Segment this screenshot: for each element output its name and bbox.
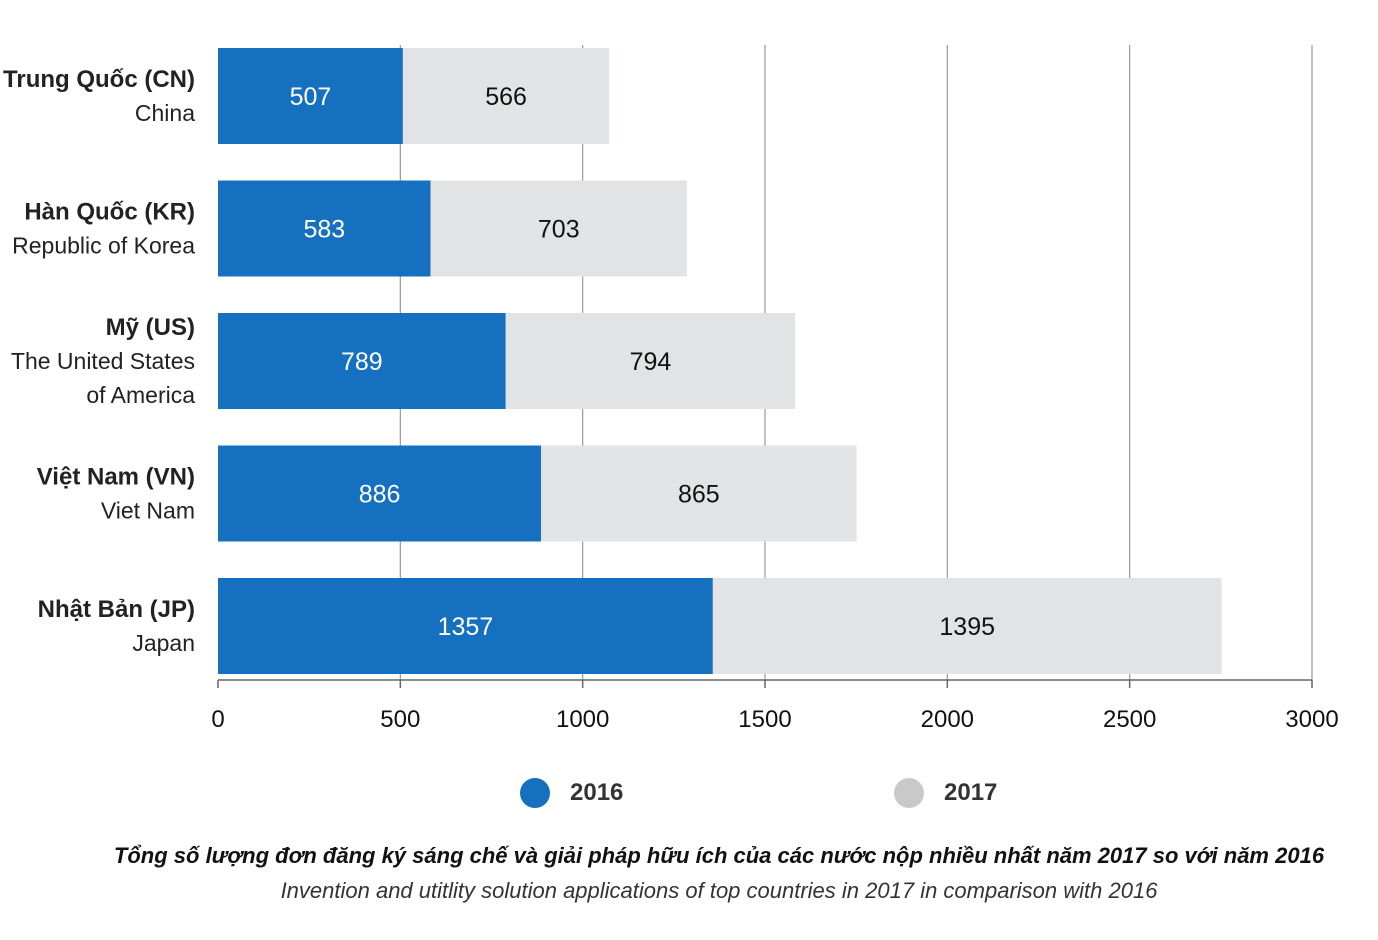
x-tick-label: 500 (380, 706, 420, 733)
category-sublabel: The United States (11, 348, 195, 374)
x-tick-label: 3000 (1285, 706, 1338, 733)
data-label-2016-4: 1357 (438, 613, 494, 641)
legend-label-2016: 2016 (570, 779, 624, 806)
data-label-2016-3: 886 (359, 481, 401, 509)
category-sublabel: of America (86, 382, 195, 408)
data-label-2016-0: 507 (290, 83, 332, 111)
category-label: Mỹ (US) (106, 314, 195, 341)
bar-2016-2 (218, 313, 506, 409)
bar-2017-3 (541, 445, 857, 542)
caption-english: Invention and utitlity solution applicat… (280, 878, 1158, 903)
stacked-bar-chart: 507 566 Trung Quốc (CN) China 583 703 Hàn Quốc… (3, 45, 1339, 733)
category-sublabel: Japan (132, 630, 195, 656)
x-tick-label: 1500 (738, 706, 791, 733)
bar-2017-4 (712, 578, 1222, 674)
bar-2017-1 (430, 180, 687, 277)
legend-item-2016: 2016 (520, 778, 623, 808)
bar-2016-0 (218, 48, 403, 144)
category-sublabel: China (135, 100, 195, 126)
x-tick-label: 2000 (921, 706, 974, 733)
legend-item-2017: 2017 (894, 778, 997, 808)
bar-2016-1 (218, 180, 431, 277)
x-tick-label: 0 (211, 706, 224, 733)
category-label: Nhật Bản (JP) (38, 596, 195, 623)
bar-2017-0 (402, 48, 610, 144)
chart-legend: 2016 2017 (0, 778, 1378, 814)
data-label-2016-1: 583 (303, 216, 345, 244)
category-label: Trung Quốc (CN) (3, 66, 195, 93)
x-tick-label: 2500 (1103, 706, 1156, 733)
caption-vietnamese: Tổng số lượng đơn đăng ký sáng chế và gi… (113, 843, 1325, 868)
data-label-2017-2: 794 (630, 348, 672, 376)
legend-label-2017: 2017 (944, 779, 998, 806)
data-label-2017-4: 1395 (939, 613, 995, 641)
category-label: Hàn Quốc (KR) (24, 199, 195, 226)
legend-swatch-2016 (520, 778, 550, 808)
category-sublabel: Viet Nam (101, 498, 195, 524)
legend-swatch-2017 (894, 778, 924, 808)
bar-2017-2 (505, 313, 796, 409)
category-sublabel: Republic of Korea (12, 233, 195, 259)
data-label-2017-1: 703 (538, 216, 580, 244)
bar-2016-3 (218, 445, 542, 542)
category-label: Việt Nam (VN) (37, 464, 195, 491)
data-label-2016-2: 789 (341, 348, 383, 376)
x-tick-label: 1000 (556, 706, 609, 733)
data-label-2017-0: 566 (485, 83, 527, 111)
bar-2016-4 (218, 578, 713, 674)
data-label-2017-3: 865 (678, 481, 720, 509)
